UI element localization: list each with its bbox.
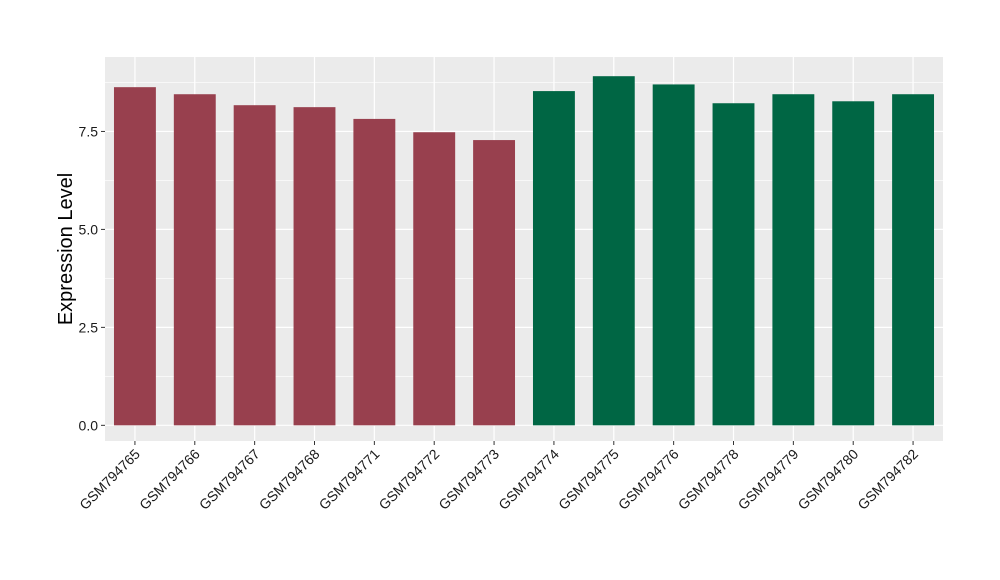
bar-gsm794776 [652, 84, 695, 426]
bar-gsm794773 [473, 140, 516, 426]
plot-panel [105, 57, 943, 441]
bar-gsm794771 [353, 118, 396, 426]
x-tick-label: GSM794773 [435, 446, 502, 513]
y-axis-title: Expression Level [55, 173, 77, 325]
bar-gsm794782 [892, 94, 935, 426]
bar-gsm794779 [772, 94, 815, 426]
x-tick-label: GSM794771 [316, 446, 383, 513]
x-tick-label: GSM794778 [675, 446, 742, 513]
y-tick-label: 0.0 [79, 417, 99, 433]
x-tick-label: GSM794772 [375, 446, 442, 513]
y-tick-label: 7.5 [79, 123, 99, 139]
x-axis: GSM794765GSM794766GSM794767GSM794768GSM7… [76, 441, 921, 513]
y-axis: 0.0 2.5 5.0 7.5 [79, 123, 105, 433]
bar-gsm794772 [413, 132, 456, 426]
y-tick-label: 2.5 [79, 319, 99, 335]
bar-gsm794774 [532, 91, 575, 426]
bar-gsm794775 [592, 76, 635, 426]
bar-gsm794765 [113, 87, 156, 426]
bar-gsm794768 [293, 107, 336, 426]
bar-gsm794778 [712, 103, 755, 426]
x-tick-label: GSM794765 [76, 446, 143, 513]
y-tick-label: 5.0 [79, 221, 99, 237]
bar-gsm794780 [832, 101, 875, 426]
bar-gsm794767 [233, 105, 276, 426]
x-tick-label: GSM794767 [196, 446, 263, 513]
x-tick-label: GSM794768 [256, 446, 323, 513]
x-tick-label: GSM794780 [794, 446, 861, 513]
x-tick-label: GSM794776 [615, 446, 682, 513]
x-tick-label: GSM794782 [854, 446, 921, 513]
x-tick-label: GSM794766 [136, 446, 203, 513]
bars [113, 76, 935, 426]
bar-gsm794766 [173, 94, 216, 426]
x-tick-label: GSM794779 [735, 446, 802, 513]
x-tick-label: GSM794774 [495, 446, 562, 513]
x-tick-label: GSM794775 [555, 446, 622, 513]
